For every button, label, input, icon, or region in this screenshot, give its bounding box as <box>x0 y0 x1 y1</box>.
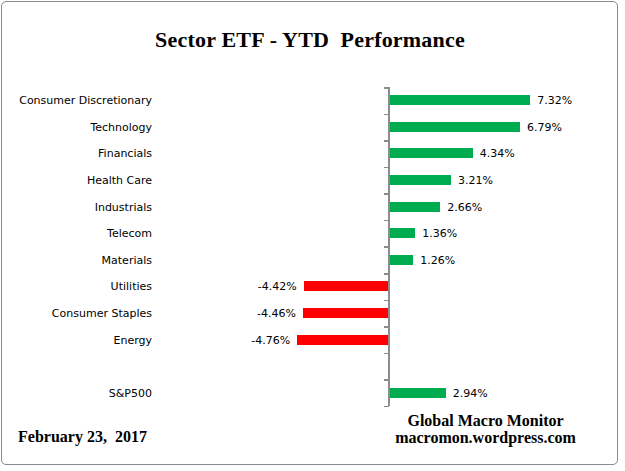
category-label-telecom: Telecom <box>0 227 152 240</box>
category-label-energy: Energy <box>0 333 152 346</box>
value-label-materials: 1.26% <box>420 253 455 266</box>
bar-health-care <box>389 175 451 185</box>
value-label-telecom: 1.36% <box>422 227 457 240</box>
value-label-energy: -4.76% <box>251 333 290 346</box>
bar-consumer-discretionary <box>389 95 530 105</box>
bar-financials <box>389 148 473 158</box>
value-label-s-p500: 2.94% <box>453 386 488 399</box>
value-label-industrials: 2.66% <box>447 200 482 213</box>
attribution-line1: Global Macro Monitor <box>388 412 583 429</box>
category-label-technology: Technology <box>0 120 152 133</box>
axis-tick <box>384 300 390 302</box>
bar-utilities <box>304 281 389 291</box>
chart-row-technology: Technology 6.79% <box>0 114 625 141</box>
date-label: February 23, 2017 <box>18 428 147 446</box>
chart-row-utilities: Utilities -4.42% <box>0 273 625 300</box>
value-label-utilities: -4.42% <box>258 280 297 293</box>
bar-industrials <box>389 202 440 212</box>
value-label-financials: 4.34% <box>480 147 515 160</box>
category-label-industrials: Industrials <box>0 200 152 213</box>
axis-tick <box>384 246 390 248</box>
chart-row-spacer <box>0 353 625 380</box>
axis-tick <box>384 273 390 275</box>
bar-telecom <box>389 228 415 238</box>
value-label-technology: 6.79% <box>527 120 562 133</box>
plot-area: Consumer Discretionary 7.32% Technology 6.7… <box>0 0 625 471</box>
bar-consumer-staples <box>303 308 389 318</box>
chart-row-financials: Financials 4.34% <box>0 140 625 167</box>
chart-row-energy: Energy -4.76% <box>0 326 625 353</box>
chart-row-s-p500: S&P500 2.94% <box>0 379 625 406</box>
chart-row-industrials: Industrials 2.66% <box>0 193 625 220</box>
value-label-consumer-staples: -4.46% <box>257 306 296 319</box>
axis-tick <box>384 379 390 381</box>
chart-row-consumer-discretionary: Consumer Discretionary 7.32% <box>0 87 625 114</box>
axis-tick <box>384 114 390 116</box>
axis-tick <box>384 87 390 89</box>
value-label-health-care: 3.21% <box>458 174 493 187</box>
axis-tick <box>384 406 390 408</box>
chart-row-telecom: Telecom 1.36% <box>0 220 625 247</box>
category-label-s-p500: S&P500 <box>0 386 152 399</box>
bar-s-p500 <box>389 388 446 398</box>
category-label-consumer-discretionary: Consumer Discretionary <box>0 94 152 107</box>
axis-tick <box>384 193 390 195</box>
category-label-consumer-staples: Consumer Staples <box>0 306 152 319</box>
axis-tick <box>384 220 390 222</box>
chart-row-consumer-staples: Consumer Staples -4.46% <box>0 300 625 327</box>
bar-technology <box>389 122 520 132</box>
value-label-consumer-discretionary: 7.32% <box>537 94 572 107</box>
category-label-financials: Financials <box>0 147 152 160</box>
axis-tick <box>384 167 390 169</box>
attribution: Global Macro Monitor macromon.wordpress.… <box>388 412 583 446</box>
category-label-utilities: Utilities <box>0 280 152 293</box>
chart-row-health-care: Health Care 3.21% <box>0 167 625 194</box>
category-label-materials: Materials <box>0 253 152 266</box>
axis-tick <box>384 353 390 355</box>
bar-materials <box>389 255 413 265</box>
chart-row-materials: Materials 1.26% <box>0 246 625 273</box>
chart-canvas: Sector ETF - YTD Performance Consumer Di… <box>0 0 625 471</box>
axis-tick <box>384 326 390 328</box>
bar-energy <box>297 335 389 345</box>
axis-tick <box>384 140 390 142</box>
category-label-health-care: Health Care <box>0 174 152 187</box>
attribution-line2: macromon.wordpress.com <box>388 429 583 446</box>
